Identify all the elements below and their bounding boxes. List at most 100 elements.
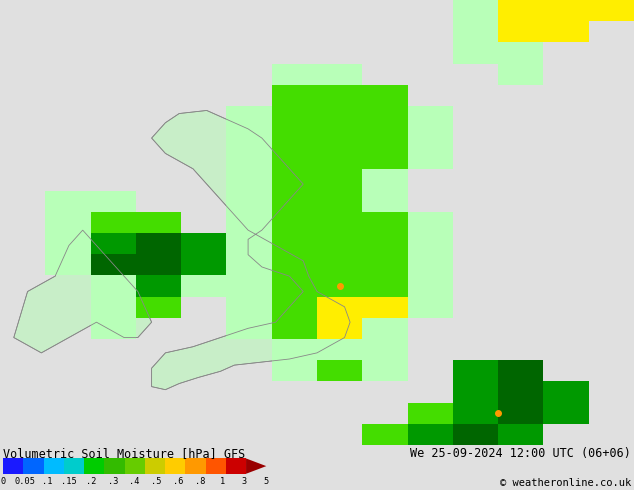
Bar [272, 191, 317, 212]
Bar [226, 275, 272, 296]
Bar [272, 233, 317, 254]
Bar [272, 212, 317, 233]
Bar [317, 64, 362, 85]
Text: Volumetric Soil Moisture [hPa] GFS: Volumetric Soil Moisture [hPa] GFS [3, 447, 245, 460]
Bar [272, 275, 317, 296]
Bar [181, 254, 226, 275]
Bar [362, 360, 408, 381]
Bar [272, 254, 317, 275]
Polygon shape [14, 230, 152, 353]
Bar [272, 148, 317, 170]
Bar [226, 233, 272, 254]
Bar [226, 191, 272, 212]
Bar [272, 170, 317, 191]
Text: .1: .1 [42, 477, 52, 487]
Bar [45, 254, 91, 275]
Bar [498, 64, 543, 85]
Bar [408, 275, 453, 296]
Bar [3, 459, 23, 474]
Bar [23, 459, 44, 474]
Bar [226, 296, 272, 318]
Bar [136, 233, 181, 254]
Bar [317, 85, 362, 106]
Bar [272, 318, 317, 339]
Bar [589, 0, 634, 21]
Bar [498, 0, 543, 21]
Polygon shape [152, 110, 350, 390]
Bar [408, 296, 453, 318]
Bar [362, 318, 408, 339]
Bar [498, 360, 543, 381]
Bar [125, 459, 145, 474]
Bar [408, 424, 453, 445]
Text: .4: .4 [129, 477, 140, 487]
Bar [453, 445, 498, 466]
Bar [408, 403, 453, 424]
Bar [181, 275, 226, 296]
Bar [317, 127, 362, 148]
Bar [498, 424, 543, 445]
Bar [226, 127, 272, 148]
Bar [84, 459, 105, 474]
Text: 3: 3 [242, 477, 247, 487]
Bar [272, 360, 317, 381]
Bar [453, 21, 498, 42]
Bar [453, 381, 498, 403]
Bar [317, 339, 362, 360]
Bar [317, 148, 362, 170]
Bar [91, 318, 136, 339]
Bar [453, 42, 498, 64]
Text: .2: .2 [86, 477, 96, 487]
Bar [226, 318, 272, 339]
Bar [498, 381, 543, 403]
Bar [226, 148, 272, 170]
Bar [543, 403, 589, 424]
Text: .15: .15 [61, 477, 77, 487]
Bar [408, 148, 453, 170]
Text: © weatheronline.co.uk: © weatheronline.co.uk [500, 478, 631, 488]
Bar [226, 212, 272, 233]
Bar [91, 275, 136, 296]
Bar [362, 424, 408, 445]
Bar [362, 296, 408, 318]
Bar [408, 106, 453, 127]
Bar [498, 403, 543, 424]
Bar [317, 445, 362, 466]
Bar [136, 212, 181, 233]
Bar [272, 64, 317, 85]
Bar [317, 275, 362, 296]
Text: .6: .6 [173, 477, 184, 487]
Bar [362, 85, 408, 106]
Bar [362, 191, 408, 212]
Bar [453, 360, 498, 381]
Text: We 25-09-2024 12:00 UTC (06+06): We 25-09-2024 12:00 UTC (06+06) [410, 447, 631, 460]
Bar [498, 42, 543, 64]
Bar [45, 233, 91, 254]
Bar [91, 233, 136, 254]
Bar [272, 85, 317, 106]
Bar [145, 459, 165, 474]
Bar [408, 127, 453, 148]
Bar [362, 106, 408, 127]
Text: .3: .3 [108, 477, 118, 487]
Bar [362, 127, 408, 148]
Bar [205, 459, 226, 474]
Bar [165, 459, 185, 474]
Bar [226, 170, 272, 191]
Bar [317, 296, 362, 318]
Bar [185, 459, 205, 474]
Bar [317, 318, 362, 339]
Bar [317, 212, 362, 233]
Bar [362, 148, 408, 170]
Bar [226, 106, 272, 127]
Bar [362, 254, 408, 275]
Bar [91, 296, 136, 318]
Bar [91, 191, 136, 212]
Bar [543, 21, 589, 42]
Text: 1: 1 [220, 477, 225, 487]
Bar [453, 424, 498, 445]
Text: 0.05: 0.05 [15, 477, 36, 487]
Polygon shape [246, 459, 266, 474]
Bar [362, 339, 408, 360]
Bar [105, 459, 125, 474]
